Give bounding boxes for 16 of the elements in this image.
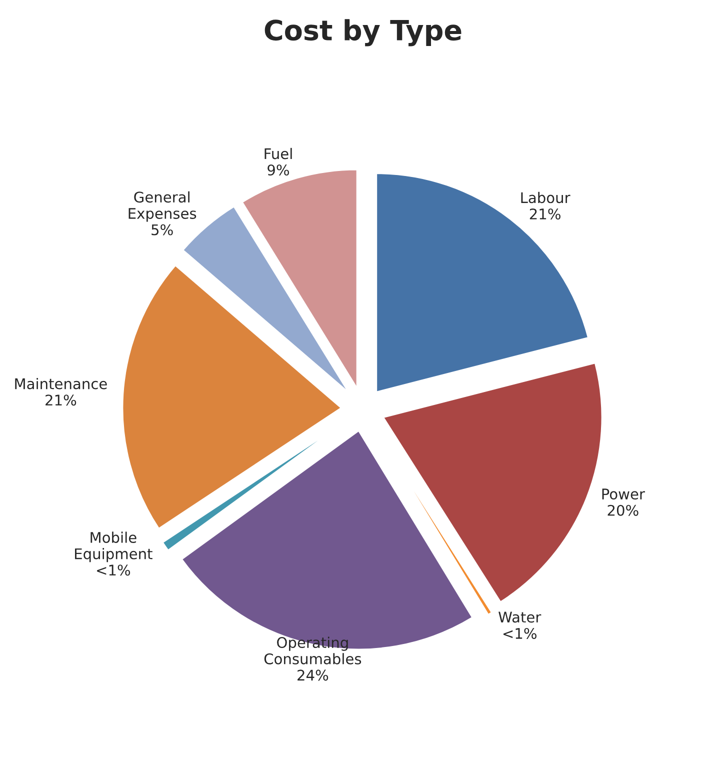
chart-title: Cost by Type	[264, 19, 462, 46]
data-label: 21%	[46, 394, 76, 406]
slice-label: Labour	[521, 192, 570, 204]
data-label: 24%	[298, 670, 328, 681]
data-label: 9%	[268, 164, 289, 176]
data-label: <1%	[503, 628, 536, 639]
data-label: 21%	[530, 208, 560, 220]
slice-label: Water	[498, 612, 542, 623]
slice-label: Fuel	[264, 148, 292, 160]
slice-label: General Expenses	[128, 191, 196, 222]
data-label: 20%	[608, 504, 638, 516]
data-label: <1%	[97, 564, 130, 576]
data-label: 5%	[152, 224, 173, 236]
slice-label: Mobile Equipment	[75, 532, 152, 562]
slice-label: Power	[602, 488, 645, 500]
slice-label: Maintenance	[15, 378, 107, 390]
